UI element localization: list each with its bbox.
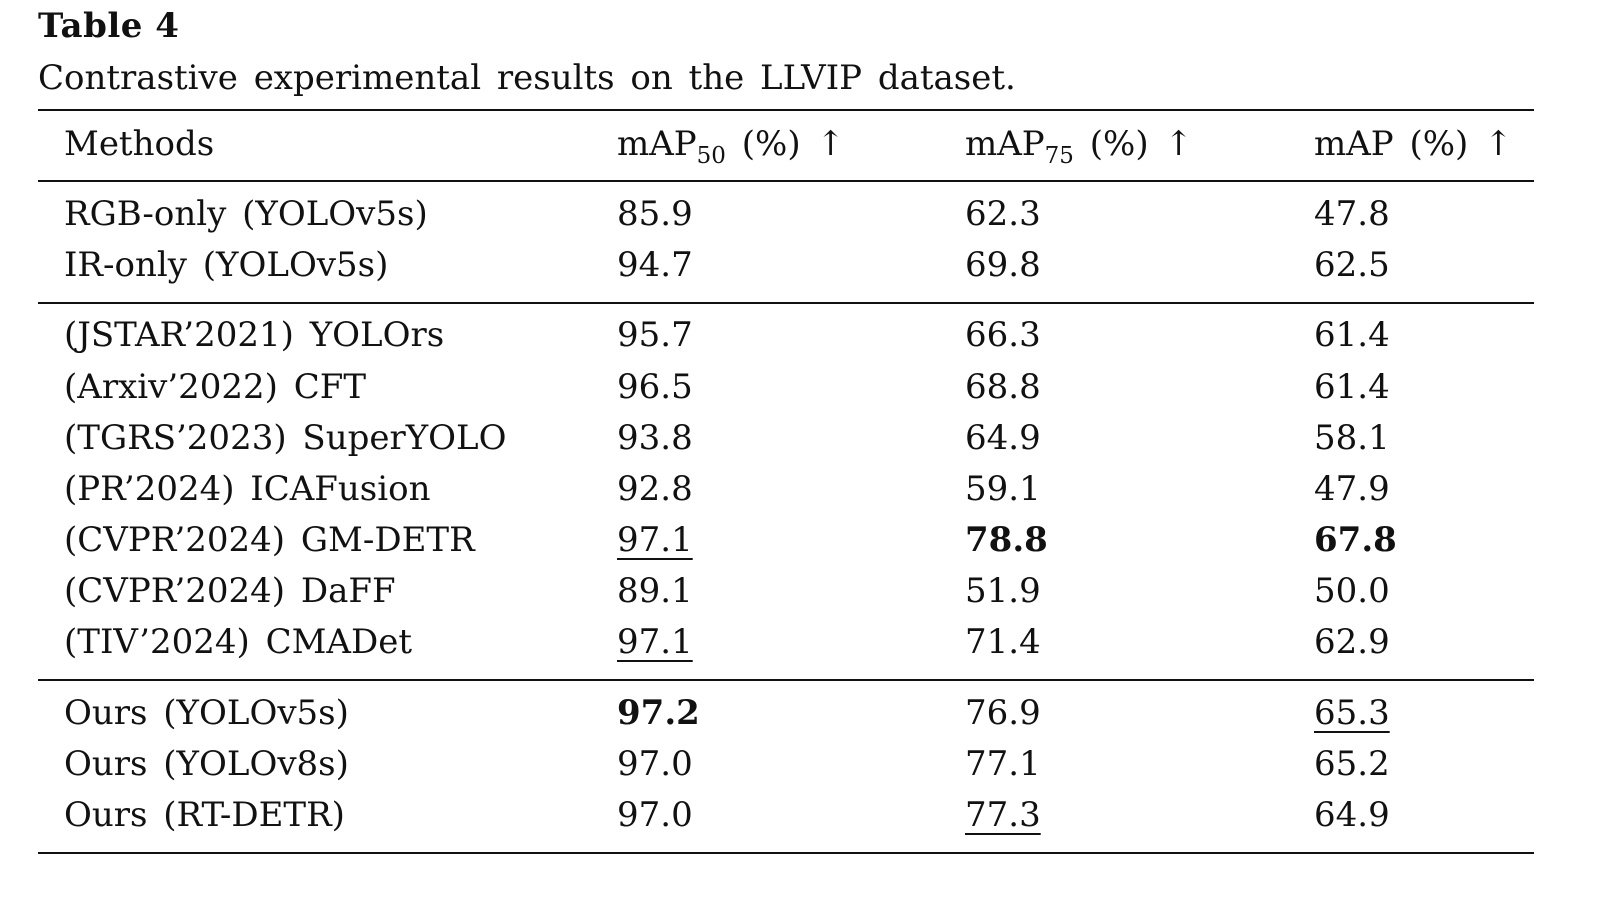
header-map75-subscript: 75 [1044,143,1074,169]
method-cell: (CVPR’2024) GM-DETR [64,520,475,560]
table-row: IR-only (YOLOv5s) 94.7 69.8 62.5 [0,240,1605,290]
map75-cell: 77.1 [965,744,1041,784]
map-cell-second-best: 65.3 [1314,693,1390,733]
header-methods: Methods [64,124,215,164]
table-row: (PR’2024) ICAFusion 92.8 59.1 47.9 [0,464,1605,514]
top-rule [38,109,1534,111]
map75-cell-second-best: 77.3 [965,795,1041,835]
map-cell: 61.4 [1314,315,1390,355]
method-cell: (TIV’2024) CMADet [64,622,413,662]
map50-cell: 97.0 [617,744,693,784]
table-label: Table 4 [38,6,180,46]
table-row: (JSTAR’2021) YOLOrs 95.7 66.3 61.4 [0,310,1605,360]
table-row: (TGRS’2023) SuperYOLO 93.8 64.9 58.1 [0,413,1605,463]
header-map50-main: mAP [617,124,697,164]
map-cell-best: 67.8 [1314,520,1397,560]
map-cell: 64.9 [1314,795,1390,835]
table-row: (CVPR’2024) GM-DETR 97.1 78.8 67.8 [0,515,1605,565]
method-cell: (JSTAR’2021) YOLOrs [64,315,445,355]
map-cell: 47.8 [1314,194,1390,234]
map50-cell: 95.7 [617,315,693,355]
header-map75-main: mAP [965,124,1045,164]
map75-cell: 62.3 [965,194,1041,234]
header-map75: mAP75 (%) ↑ [965,119,1193,181]
method-cell: (PR’2024) ICAFusion [64,469,431,509]
method-cell: (Arxiv’2022) CFT [64,367,367,407]
method-cell: (CVPR’2024) DaFF [64,571,396,611]
map50-cell: 92.8 [617,469,693,509]
map50-cell: 93.8 [617,418,693,458]
table-row: Ours (YOLOv5s) 97.2 76.9 65.3 [0,688,1605,738]
table-row: (TIV’2024) CMADet 97.1 71.4 62.9 [0,617,1605,667]
header-map50: mAP50 (%) ↑ [617,119,845,181]
header-map50-subscript: 50 [696,143,726,169]
map-cell: 62.9 [1314,622,1390,662]
map75-cell: 64.9 [965,418,1041,458]
map75-cell: 66.3 [965,315,1041,355]
map50-cell: 96.5 [617,367,693,407]
map50-cell-second-best: 97.1 [617,622,693,662]
map50-cell: 94.7 [617,245,693,285]
map75-cell: 59.1 [965,469,1041,509]
table-header-row: Methods mAP50 (%) ↑ mAP75 (%) ↑ mAP (%) … [0,119,1605,169]
table-row: (Arxiv’2022) CFT 96.5 68.8 61.4 [0,362,1605,412]
map-cell: 65.2 [1314,744,1390,784]
map75-cell: 51.9 [965,571,1041,611]
map75-cell: 69.8 [965,245,1041,285]
method-cell: (TGRS’2023) SuperYOLO [64,418,507,458]
map50-cell: 97.0 [617,795,693,835]
method-cell: Ours (YOLOv8s) [64,744,349,784]
map-cell: 58.1 [1314,418,1390,458]
method-cell: IR-only (YOLOv5s) [64,245,389,285]
group-rule [38,679,1534,681]
group-rule [38,302,1534,304]
map-cell: 47.9 [1314,469,1390,509]
map50-cell-best: 97.2 [617,693,700,733]
map50-cell: 89.1 [617,571,693,611]
map75-cell: 71.4 [965,622,1041,662]
map75-cell-best: 78.8 [965,520,1048,560]
header-map50-suffix: (%) ↑ [741,124,845,164]
header-map: mAP (%) ↑ [1314,124,1513,164]
table-caption: Contrastive experimental results on the … [38,58,1016,98]
map-cell: 62.5 [1314,245,1390,285]
header-map75-suffix: (%) ↑ [1089,124,1193,164]
method-cell: RGB-only (YOLOv5s) [64,194,428,234]
method-cell: Ours (YOLOv5s) [64,693,349,733]
table-row: Ours (RT-DETR) 97.0 77.3 64.9 [0,790,1605,840]
map50-cell-second-best: 97.1 [617,520,693,560]
method-cell: Ours (RT-DETR) [64,795,345,835]
map50-cell: 85.9 [617,194,693,234]
map-cell: 61.4 [1314,367,1390,407]
table-row: RGB-only (YOLOv5s) 85.9 62.3 47.8 [0,189,1605,239]
header-rule [38,180,1534,182]
table-row: Ours (YOLOv8s) 97.0 77.1 65.2 [0,739,1605,789]
table-row: (CVPR’2024) DaFF 89.1 51.9 50.0 [0,566,1605,616]
map75-cell: 76.9 [965,693,1041,733]
map-cell: 50.0 [1314,571,1390,611]
bottom-rule [38,852,1534,854]
map75-cell: 68.8 [965,367,1041,407]
